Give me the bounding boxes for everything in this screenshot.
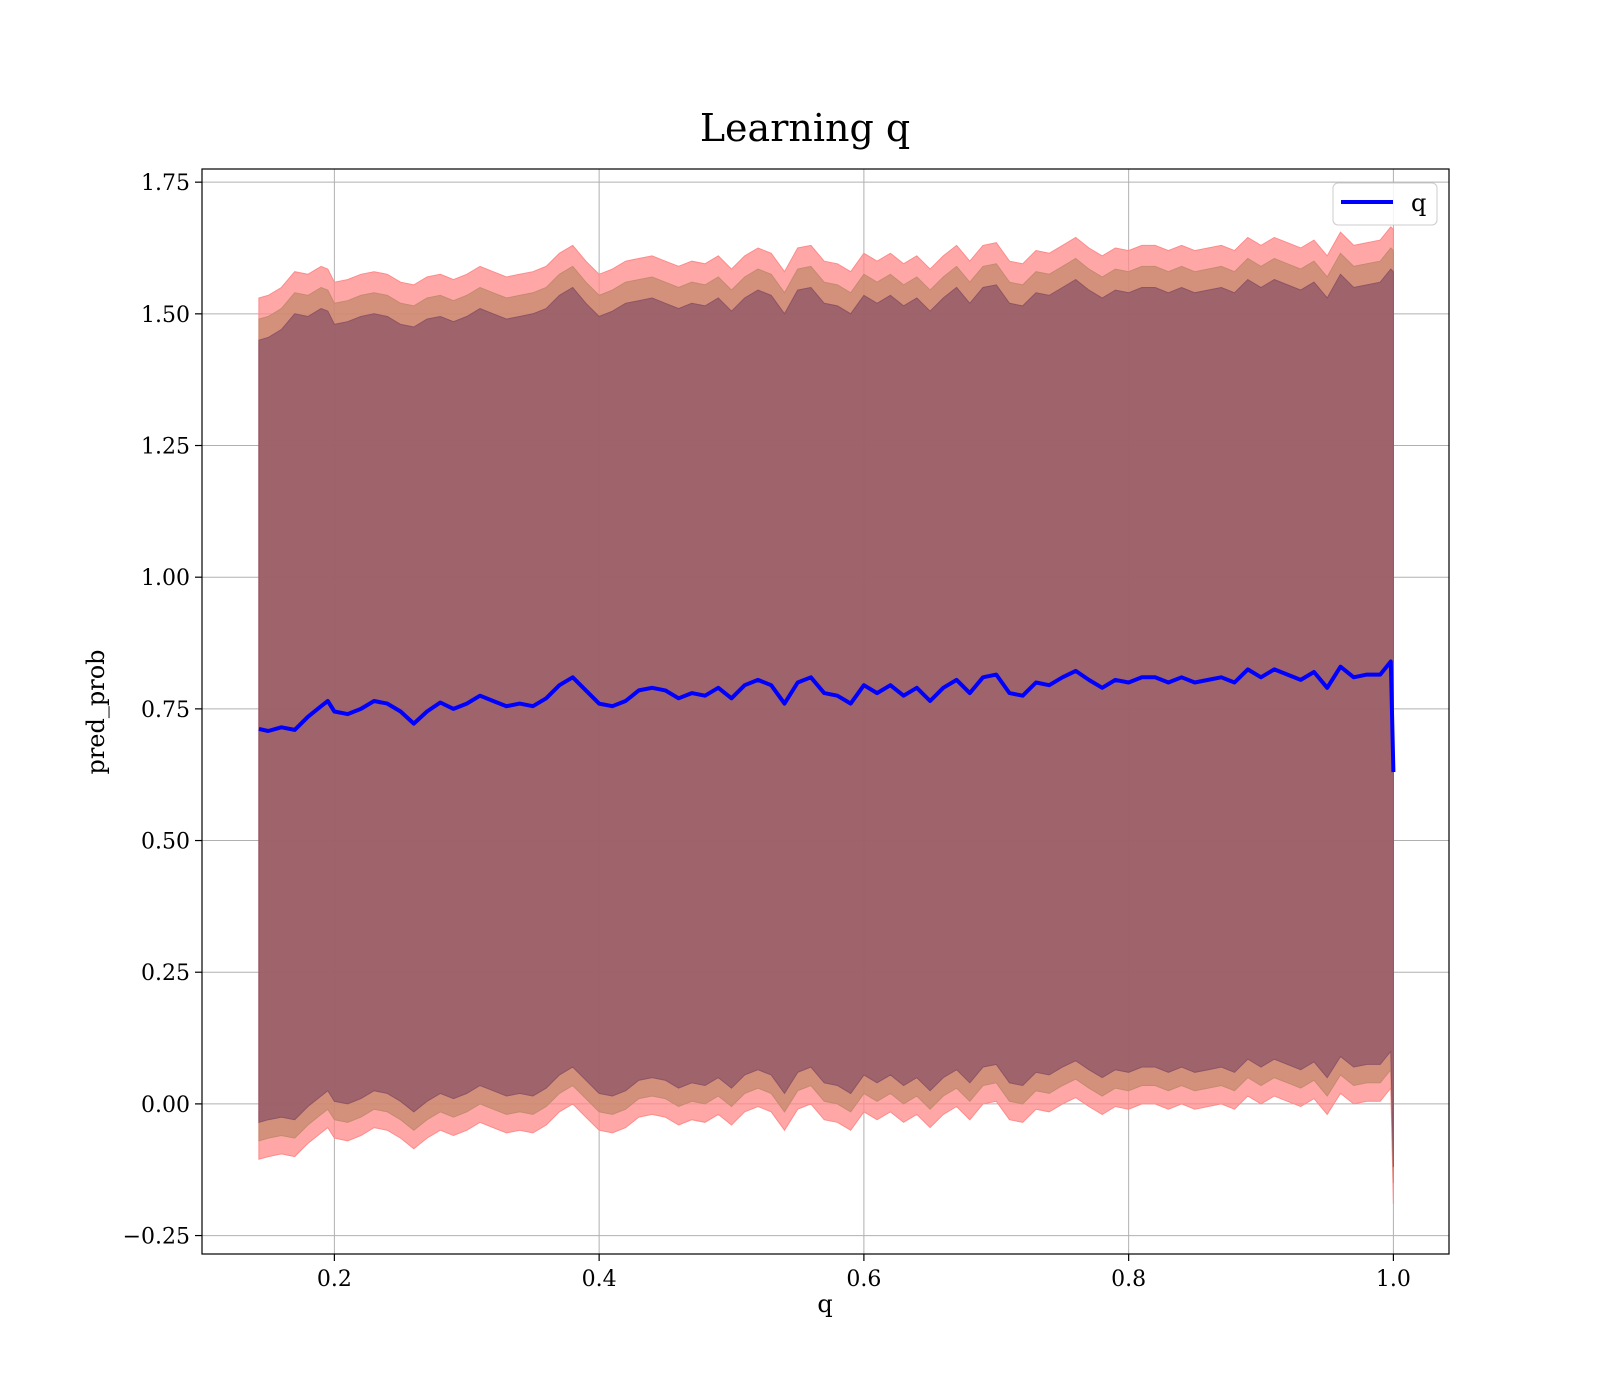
y-tick-label: 1.75 — [141, 171, 190, 196]
y-tick-label: 1.25 — [141, 435, 190, 460]
series-line-q — [258, 659, 1396, 773]
y-tick-label: 0.50 — [141, 830, 190, 855]
y-tick-label: 1.50 — [141, 303, 190, 328]
x-tick-label: 0.8 — [1111, 1267, 1146, 1292]
y-tick-label: 0.25 — [141, 961, 190, 986]
y-tick-label: 1.00 — [141, 566, 190, 591]
band-2 — [258, 268, 1394, 1168]
y-tick-label: 0.75 — [141, 698, 190, 723]
x-tick-label: 0.4 — [582, 1267, 617, 1292]
plot-frame — [201, 168, 1450, 1255]
legend-label-q: q — [1411, 189, 1426, 217]
x-tick-label: 1.0 — [1376, 1267, 1411, 1292]
chart-title: Learning q — [700, 106, 910, 150]
y-tick-label: 0.00 — [141, 1093, 190, 1118]
y-axis-label: pred_prob — [82, 649, 110, 774]
y-axis-ticks: −0.25 0.00 0.25 0.50 0.75 1.00 1.25 1.50 1.75 — [123, 171, 202, 1250]
x-axis-label: q — [817, 1290, 832, 1318]
x-tick-label: 0.2 — [317, 1267, 352, 1292]
x-axis-ticks: 0.2 0.4 0.6 0.8 1.0 — [317, 1254, 1411, 1292]
y-tick-label: −0.25 — [123, 1225, 190, 1250]
legend: q — [1332, 182, 1438, 226]
uncertainty-bands — [258, 226, 1394, 1205]
x-tick-label: 0.6 — [846, 1267, 881, 1292]
